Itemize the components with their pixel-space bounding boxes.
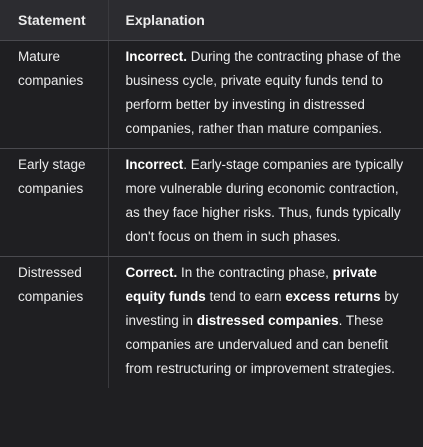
explanation-cell: Incorrect. Early-stage companies are typ…	[107, 148, 423, 257]
explanation-text: tend to earn	[205, 289, 286, 304]
emphasis-text: private equity funds	[125, 265, 377, 304]
verdict-label: Incorrect.	[125, 49, 188, 64]
table-row: Early stage companies Incorrect. Early-s…	[0, 148, 423, 257]
explanation-text: . Early-stage companies are typically mo…	[125, 157, 404, 244]
header-explanation: Explanation	[107, 0, 423, 41]
explanation-text: During the contracting phase of the busi…	[125, 49, 401, 136]
explanation-text: . These companies are undervalued and ca…	[125, 313, 395, 376]
statement-cell: Early stage companies	[0, 148, 108, 257]
statement-cell: Distressed companies	[18, 265, 84, 304]
verdict-label: Incorrect	[125, 157, 184, 172]
table-header-row: Statement Explanation	[0, 0, 423, 41]
table-row: Distressed companies Correct. In the con…	[0, 256, 423, 388]
explanation-cell: Incorrect. During the contracting phase …	[107, 40, 423, 149]
header-statement: Statement	[0, 0, 108, 41]
emphasis-text: excess returns	[285, 289, 381, 304]
emphasis-text: distressed companies	[196, 313, 339, 328]
explanation-text: by investing in	[125, 289, 399, 328]
comparison-table: Statement Explanation Mature companies I…	[0, 0, 423, 388]
explanation-text: In the contracting phase,	[177, 265, 333, 280]
explanation-cell: Correct. In the contracting phase, priva…	[107, 256, 423, 388]
verdict-label: Correct.	[125, 265, 178, 280]
table-row: Mature companies Incorrect. During the c…	[0, 40, 423, 149]
statement-cell: Mature companies	[0, 40, 108, 149]
